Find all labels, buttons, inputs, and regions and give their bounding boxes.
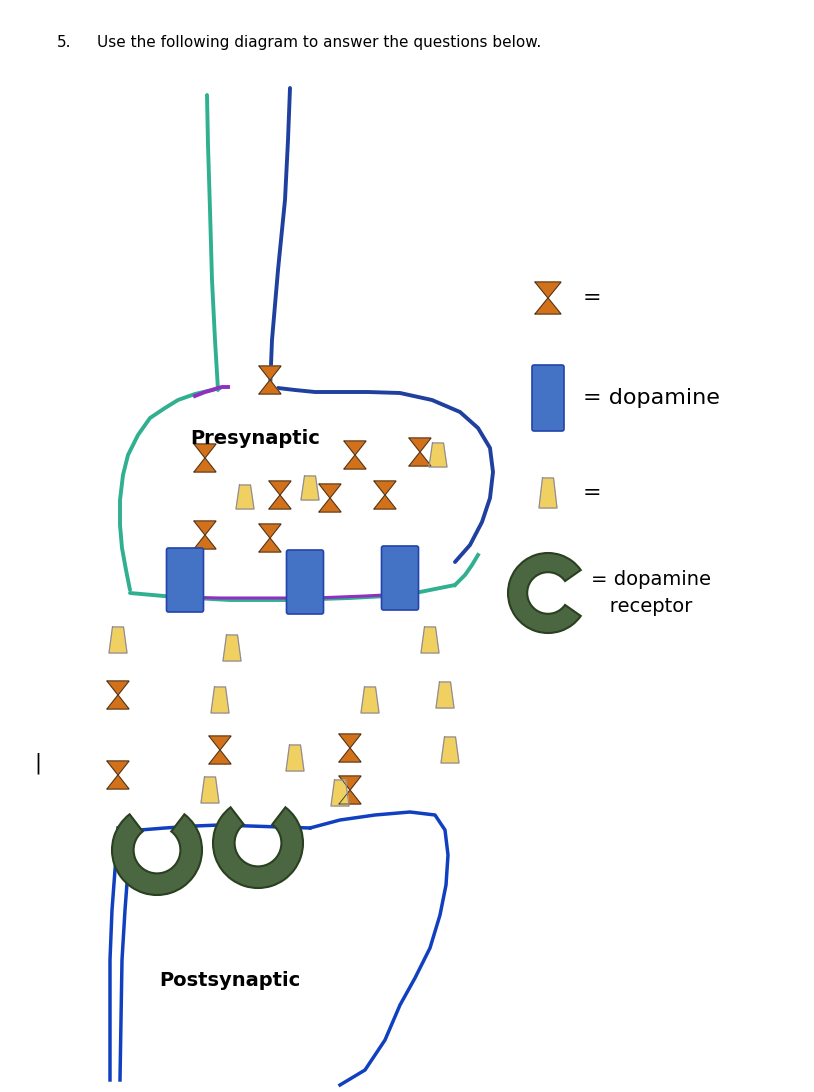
Text: Presynaptic: Presynaptic <box>190 428 320 448</box>
Wedge shape <box>112 815 202 895</box>
Polygon shape <box>319 484 341 498</box>
Polygon shape <box>223 636 241 661</box>
Polygon shape <box>259 538 281 551</box>
Text: |: | <box>34 752 41 774</box>
Polygon shape <box>339 790 361 804</box>
Polygon shape <box>209 750 231 764</box>
Polygon shape <box>194 444 216 458</box>
Polygon shape <box>259 366 281 380</box>
Polygon shape <box>107 761 129 775</box>
Polygon shape <box>236 485 254 509</box>
Polygon shape <box>107 775 129 790</box>
Polygon shape <box>194 535 216 549</box>
Polygon shape <box>539 478 557 508</box>
Text: = dopamine
   receptor: = dopamine receptor <box>591 570 711 616</box>
Polygon shape <box>374 495 396 509</box>
Polygon shape <box>107 681 129 695</box>
Polygon shape <box>339 776 361 790</box>
Text: Use the following diagram to answer the questions below.: Use the following diagram to answer the … <box>97 35 541 50</box>
Polygon shape <box>286 745 304 771</box>
Polygon shape <box>269 480 291 495</box>
Text: =: = <box>583 483 602 503</box>
Wedge shape <box>508 553 580 633</box>
Polygon shape <box>331 780 349 806</box>
Text: =: = <box>583 288 602 308</box>
Polygon shape <box>361 687 379 713</box>
Text: = dopamine: = dopamine <box>583 388 720 408</box>
Polygon shape <box>107 695 129 709</box>
Polygon shape <box>535 298 561 314</box>
Polygon shape <box>201 778 219 803</box>
Polygon shape <box>259 380 281 394</box>
Polygon shape <box>194 458 216 472</box>
Polygon shape <box>209 736 231 750</box>
Polygon shape <box>319 498 341 512</box>
Polygon shape <box>441 737 459 763</box>
FancyBboxPatch shape <box>532 365 564 431</box>
FancyBboxPatch shape <box>382 546 418 610</box>
FancyBboxPatch shape <box>167 548 204 612</box>
Polygon shape <box>120 390 490 598</box>
Polygon shape <box>374 480 396 495</box>
FancyBboxPatch shape <box>287 550 323 614</box>
Polygon shape <box>194 521 216 535</box>
Polygon shape <box>301 476 319 500</box>
Polygon shape <box>344 455 366 468</box>
Polygon shape <box>429 443 447 467</box>
Wedge shape <box>213 807 303 888</box>
Polygon shape <box>344 441 366 455</box>
Text: 5.: 5. <box>57 35 72 50</box>
Polygon shape <box>409 438 431 452</box>
Polygon shape <box>535 282 561 298</box>
Polygon shape <box>436 682 454 708</box>
Polygon shape <box>109 627 127 653</box>
Polygon shape <box>339 734 361 748</box>
Polygon shape <box>211 687 229 713</box>
Polygon shape <box>339 748 361 762</box>
Polygon shape <box>421 627 439 653</box>
Text: Postsynaptic: Postsynaptic <box>160 971 300 989</box>
Polygon shape <box>409 452 431 466</box>
Polygon shape <box>269 495 291 509</box>
Polygon shape <box>259 524 281 538</box>
